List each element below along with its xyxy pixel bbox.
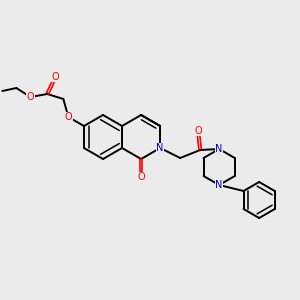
Text: N: N: [215, 144, 223, 154]
Text: N: N: [215, 180, 223, 190]
Text: O: O: [52, 72, 59, 82]
Text: O: O: [137, 172, 145, 182]
Text: O: O: [194, 126, 202, 136]
Text: O: O: [26, 92, 34, 102]
Text: N: N: [157, 143, 164, 153]
Text: O: O: [64, 112, 72, 122]
